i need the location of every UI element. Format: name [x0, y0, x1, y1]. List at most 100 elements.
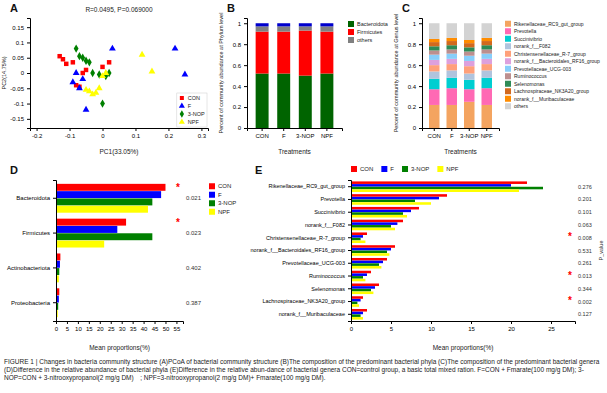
legend-swatch: [505, 88, 511, 94]
bar-segment: [429, 50, 440, 54]
bar: [351, 296, 363, 299]
tick-label: F: [282, 133, 286, 139]
tick-label: 0.1: [16, 40, 25, 46]
tick: 25: [548, 321, 555, 332]
legend-label: 3-NOP: [411, 166, 429, 172]
legend-item: others: [505, 103, 528, 109]
legend-label: others: [357, 37, 373, 43]
significance-mark: *: [568, 270, 572, 281]
legend-swatch: [505, 66, 511, 72]
bar: [351, 248, 391, 251]
bar-segment: [464, 61, 475, 66]
point: [71, 60, 75, 64]
bar: [351, 222, 397, 225]
bar-segment: [464, 52, 475, 56]
significance-mark: *: [568, 231, 572, 242]
bar-segment: [299, 76, 312, 128]
tick-mark: [348, 186, 351, 187]
legend-item: F: [179, 102, 192, 109]
tick: 1: [238, 21, 247, 27]
tick: 40: [141, 321, 148, 332]
legend-item: CON: [180, 95, 200, 101]
tick: 10: [75, 321, 82, 332]
axis-line: [248, 129, 343, 132]
bar: [351, 289, 371, 292]
tick-mark: [53, 302, 56, 303]
y-axis: BacteroidotaFirmicutesActinobacteriotaPr…: [7, 181, 57, 322]
tick-label: 0: [350, 326, 354, 332]
tick-label: 0.1: [132, 133, 141, 139]
bar-segment: [464, 23, 475, 40]
figure: PC1(33.05%)PC2(14.75%)AR=0.0495, P=0.069…: [0, 0, 607, 356]
bar: [56, 191, 161, 198]
tick-label: norank_f__Muribaculaceae: [279, 311, 345, 317]
tick-mark: [348, 224, 351, 225]
bar-segment: [256, 32, 269, 74]
tick-label: NPF: [321, 133, 333, 139]
tick-mark: [78, 321, 79, 324]
tick: F: [450, 128, 454, 139]
bar-segment: [464, 80, 475, 89]
legend-item: F: [209, 192, 222, 198]
legend-swatch: [505, 51, 511, 57]
bar-segment: [320, 26, 333, 31]
bar: [351, 215, 407, 218]
marks: [56, 184, 165, 317]
tick-label: Ruminococcus: [309, 273, 345, 279]
legend-swatch: [505, 73, 511, 79]
legend-item: Prevotella: [505, 28, 536, 34]
tick-mark: [326, 128, 327, 131]
title: A: [10, 2, 18, 14]
legend-label: Firmicutes: [357, 29, 383, 35]
legend: Bacteroidota Firmicutes others: [348, 21, 389, 43]
subtitle: R=0.0495, P=0.069000: [85, 6, 153, 13]
point: [61, 57, 65, 61]
tick: Prevotella: [321, 196, 351, 202]
tick: 15: [86, 321, 93, 332]
legend-label: Prevotellaceae_UCG-003: [514, 66, 571, 72]
tick: norank_f__F082: [305, 222, 351, 228]
tick-mark: [419, 65, 422, 66]
bar: [351, 240, 365, 243]
legend-swatch: [209, 183, 215, 189]
bar: [351, 251, 387, 254]
legend-swatch: [505, 58, 511, 64]
bar: [351, 228, 395, 231]
bar: [351, 184, 511, 187]
tick: 0.4: [408, 84, 422, 90]
tick-label: 0.8: [233, 42, 242, 48]
bar-segment: [429, 42, 440, 46]
bar-segment: [447, 105, 458, 128]
point: [84, 68, 88, 72]
point: [76, 84, 83, 90]
bar: [351, 245, 395, 248]
tick: Lachnospiraceae_NK3A20_group: [262, 298, 351, 304]
tick-mark: [168, 128, 169, 131]
bar-segment: [447, 88, 458, 105]
panel: 0.2760.2010.1010.0630.0080.5310.2610.013…: [251, 164, 604, 352]
bar: [351, 312, 363, 315]
significance-mark: *: [176, 182, 180, 193]
title: E: [255, 164, 262, 176]
legend-item: Succinivibrio: [505, 36, 542, 42]
tick-label: 20: [97, 326, 104, 332]
bar: [351, 202, 431, 205]
bar: [351, 283, 379, 286]
legend-swatch: [180, 96, 184, 100]
tick: 55: [174, 321, 181, 332]
tick-label: 0: [413, 125, 417, 131]
bar-segment: [447, 64, 458, 70]
bar-segment: [429, 39, 440, 42]
bar: [351, 304, 359, 307]
tick-mark: [348, 276, 351, 277]
legend-label: NPF: [188, 119, 200, 125]
tick-label: 0: [55, 326, 59, 332]
legend-label: CON: [360, 166, 373, 172]
tick: Ruminococcus: [309, 273, 351, 279]
legend-item: Bacteroidota: [348, 21, 389, 27]
x-axis-title: Mean proportions(%): [433, 344, 494, 352]
legend-item: Selenomonas: [505, 81, 545, 87]
tick-label: Christensenellaceae_R-7_group: [266, 234, 345, 240]
bar-segment: [299, 26, 312, 30]
bar-segment: [447, 49, 458, 53]
